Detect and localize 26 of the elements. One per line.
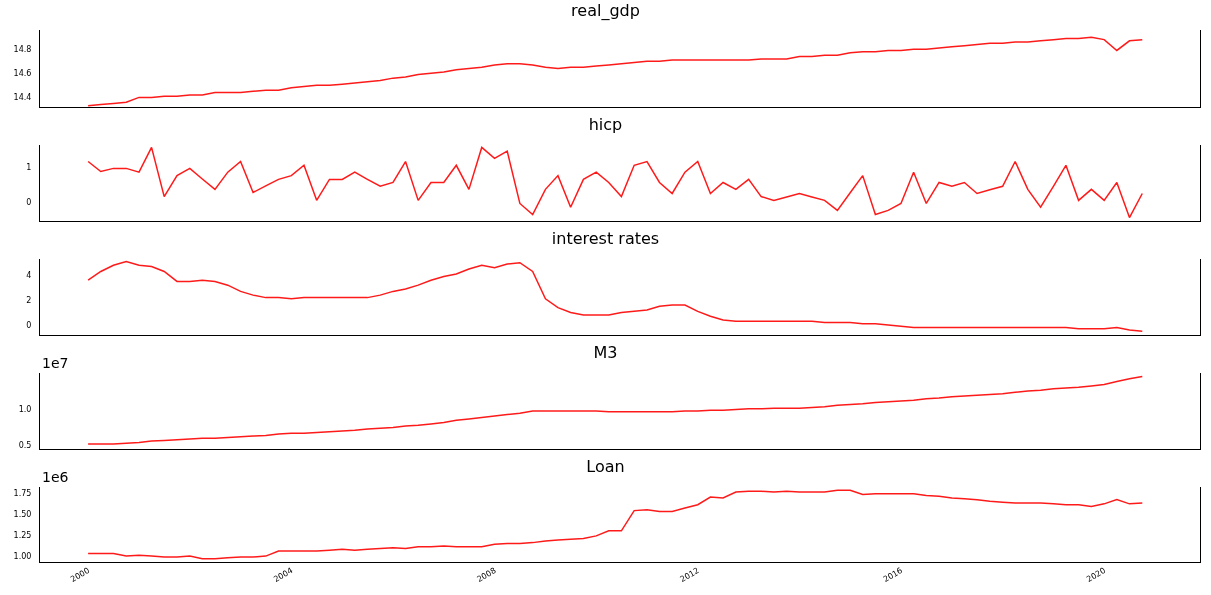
line-series [87,489,1144,560]
y-tick-label: 1.25 [13,530,32,540]
y-tick-label: 0 [26,320,32,330]
y-tick-label: 2 [26,295,32,305]
y-tick-label: 0.5 [18,440,32,450]
line-series [87,36,1144,107]
y-tick-label: 1 [26,163,32,173]
chart-title: interest rates [551,228,660,248]
y-tick-label: 14.4 [13,93,32,103]
y-tick-label: 1.75 [13,488,32,498]
y-tick-label: 1.50 [13,509,32,519]
y-tick-label: 1.0 [18,404,32,414]
text: 1e6 [42,469,69,485]
chart-title: hicp [588,114,623,134]
line-series [87,146,1144,219]
chart-title: Loan [586,456,625,476]
line-series [87,260,1144,333]
chart-title: real_gdp [571,0,640,21]
y-tick-label: 14.8 [13,45,32,55]
line-series [87,375,1144,445]
y-tick-label: 0 [26,197,32,207]
y-tick-label: 4 [26,271,32,280]
text: 1e7 [42,355,69,371]
chart-title: M3 [593,342,618,362]
y-tick-label: 1.00 [13,551,32,561]
y-tick-label: 14.6 [13,69,32,79]
